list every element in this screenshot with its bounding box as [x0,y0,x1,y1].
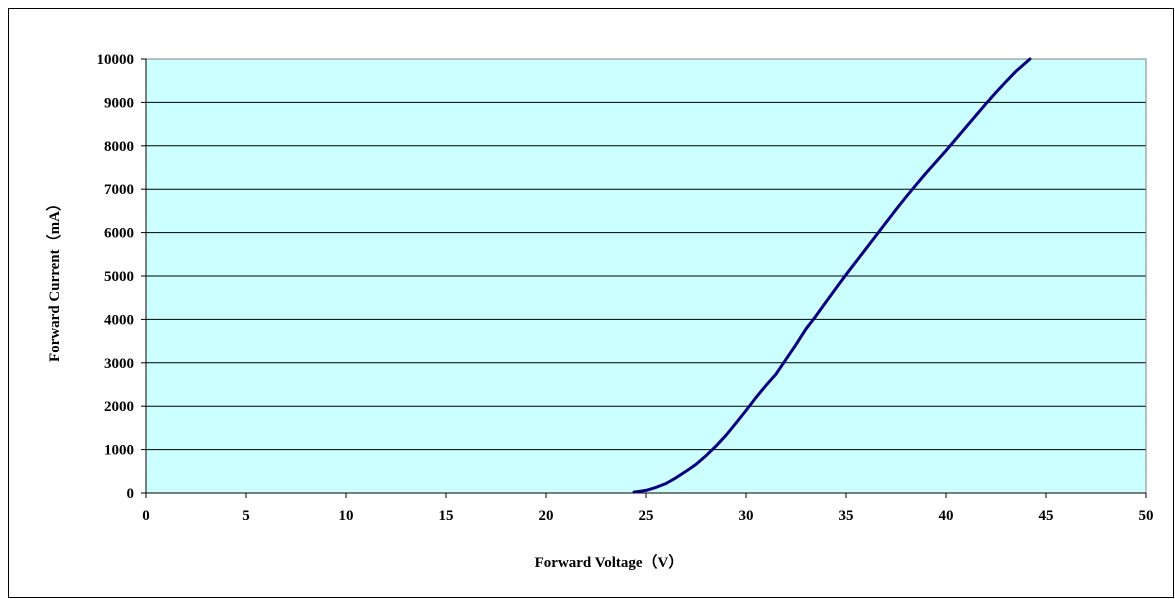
x-tick-label: 50 [1139,508,1154,524]
x-axis-title: Forward Voltage（V） [535,553,684,571]
x-tick-label: 35 [839,508,854,524]
x-tick-label: 20 [539,508,554,524]
x-tick-label: 10 [339,508,354,524]
x-tick-label: 45 [1039,508,1054,524]
y-tick-label: 9000 [104,95,134,111]
y-tick-label: 1000 [104,443,134,459]
y-tick-label: 0 [127,486,135,502]
y-tick-label: 5000 [104,269,134,285]
x-tick-label: 5 [242,508,250,524]
chart-frame: 0 1000 2000 3000 4000 5000 6000 7000 8000 9000 100… [8,8,1174,598]
x-tick-label: 0 [142,508,150,524]
x-tick-label: 40 [939,508,954,524]
y-tick-label: 10000 [97,52,135,68]
y-tick-label: 3000 [104,356,134,372]
y-tick-label: 6000 [104,226,134,242]
y-tick-label: 7000 [104,182,134,198]
x-tick-label: 30 [739,508,754,524]
series-line [632,57,1032,494]
y-tick-label: 4000 [104,312,134,328]
y-tick-label: 8000 [104,139,134,155]
forward-current-voltage-chart: 0100020003000400050006000700080009000100… [45,52,1154,571]
y-tick-label: 2000 [104,399,134,415]
x-tick-label: 15 [439,508,454,524]
y-axis-title: Forward Current（mA） [45,196,63,362]
x-tick-label: 25 [639,508,654,524]
